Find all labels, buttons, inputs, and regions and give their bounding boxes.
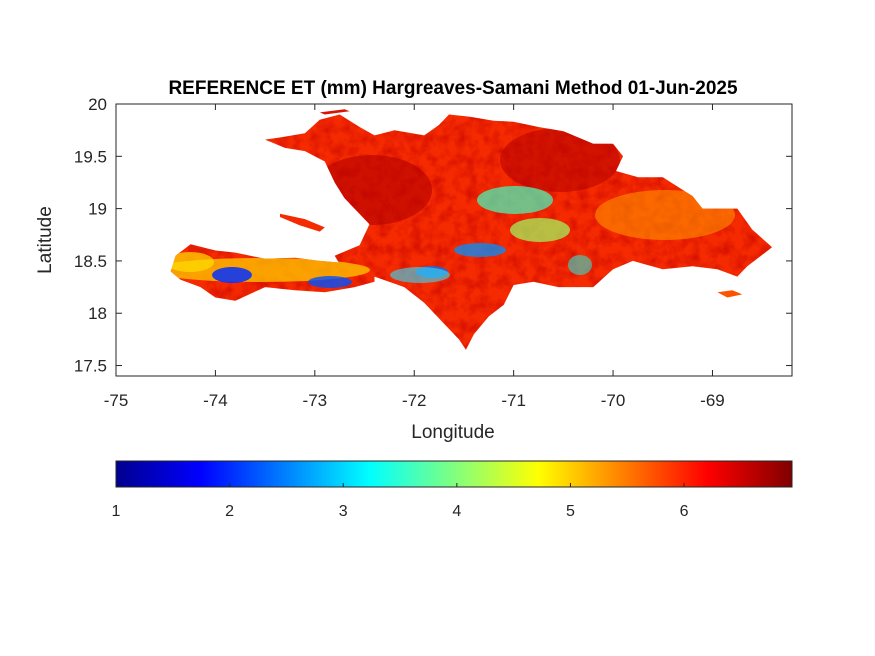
x-tick-label: -74	[203, 391, 228, 410]
gonave-island	[280, 213, 325, 232]
east-cyan-zone	[568, 255, 592, 275]
x-tick-label: -72	[402, 391, 427, 410]
central-cordillera-cyan	[477, 186, 553, 214]
y-tick-label: 20	[88, 95, 107, 114]
plot-axes-box	[115, 103, 793, 377]
y-tick-label: 19.5	[74, 147, 107, 166]
west-peninsula-yellow	[170, 252, 214, 272]
east-orange-zone	[595, 190, 735, 240]
colorbar-tick-label: 3	[339, 503, 348, 520]
pedernales-cyan	[390, 267, 450, 283]
colorbar-ticks: 1 2 3 4 5 6	[112, 483, 689, 520]
colorbar-tick-label: 4	[452, 503, 461, 520]
north-west-high-et	[312, 155, 432, 225]
y-tick-label: 18	[88, 304, 107, 323]
colorbar-tick-label: 6	[680, 503, 689, 520]
y-axis-label: Latitude	[35, 206, 56, 274]
tortuga-island	[319, 109, 350, 115]
y-tick-label: 19	[88, 200, 107, 219]
x-tick-label: -69	[700, 391, 725, 410]
central-cordillera-green	[510, 218, 570, 242]
colorbar-tick-label: 2	[225, 503, 234, 520]
y-tick-label: 18.5	[74, 252, 107, 271]
south-west-low-2	[308, 276, 352, 288]
colorbar-tick-label: 5	[566, 503, 575, 520]
central-cordillera-low	[454, 243, 506, 257]
south-west-low-1	[212, 267, 252, 283]
colorbar-tick-label: 1	[112, 503, 121, 520]
chart-title: REFERENCE ET (mm) Hargreaves-Samani Meth…	[168, 78, 738, 99]
x-axis-ticks: -75 -74 -73 -72 -71 -70 -69	[104, 104, 725, 410]
colorbar	[115, 460, 793, 488]
x-tick-label: -73	[303, 391, 328, 410]
north-east-high-et	[500, 128, 620, 192]
x-tick-label: -71	[501, 391, 526, 410]
et-variation-overlay	[170, 114, 773, 350]
x-axis-label: Longitude	[411, 422, 494, 443]
x-tick-label: -75	[104, 391, 129, 410]
y-tick-label: 17.5	[74, 357, 107, 376]
saona-island	[717, 290, 743, 298]
map-layer	[170, 109, 773, 350]
x-tick-label: -70	[601, 391, 626, 410]
y-axis-ticks: 17.5 18 18.5 19 19.5 20	[74, 95, 792, 376]
